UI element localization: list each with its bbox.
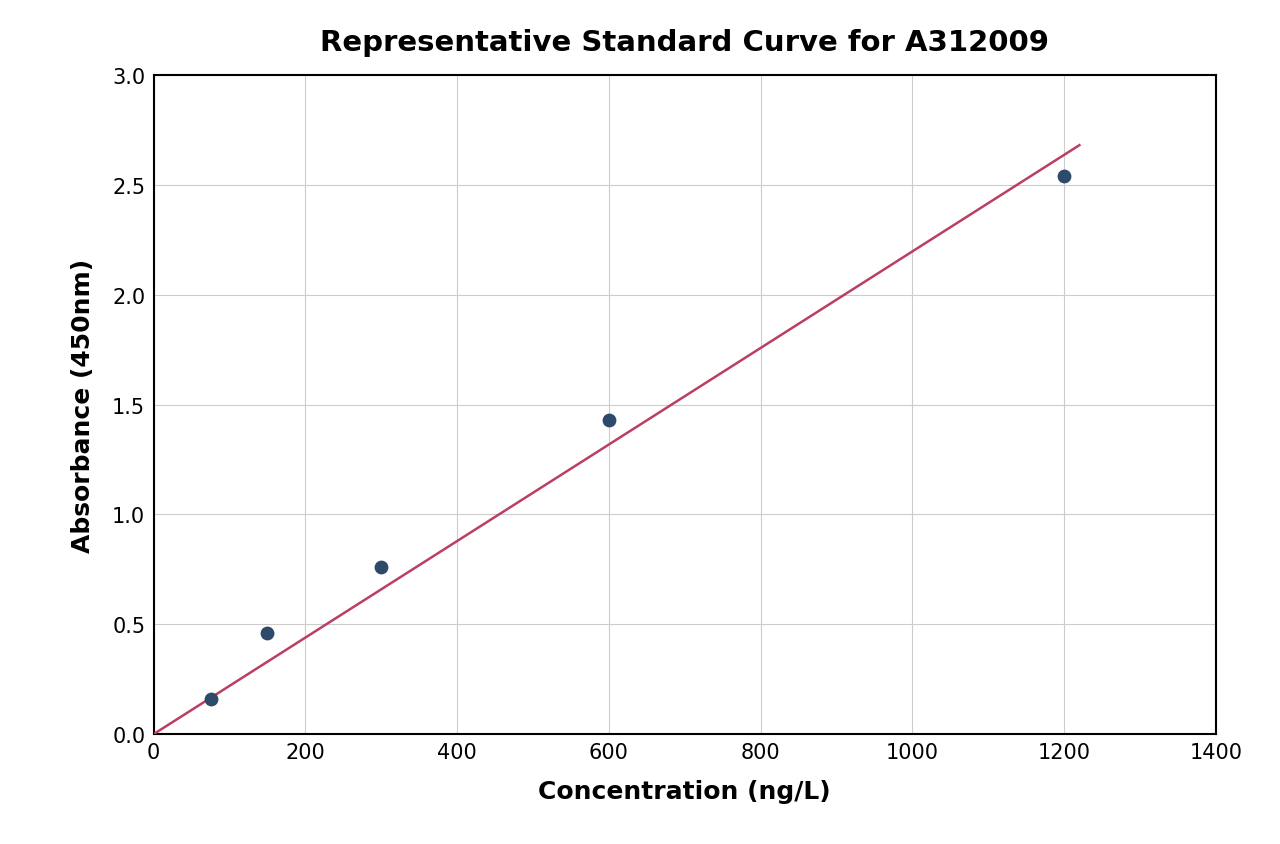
Y-axis label: Absorbance (450nm): Absorbance (450nm) (72, 258, 96, 552)
Title: Representative Standard Curve for A312009: Representative Standard Curve for A31200… (320, 29, 1050, 57)
X-axis label: Concentration (ng/L): Concentration (ng/L) (539, 779, 831, 803)
Point (371, 560, 392, 574)
Point (599, 414, 620, 427)
Point (200, 692, 220, 706)
Point (257, 626, 278, 640)
Point (1053, 170, 1074, 184)
